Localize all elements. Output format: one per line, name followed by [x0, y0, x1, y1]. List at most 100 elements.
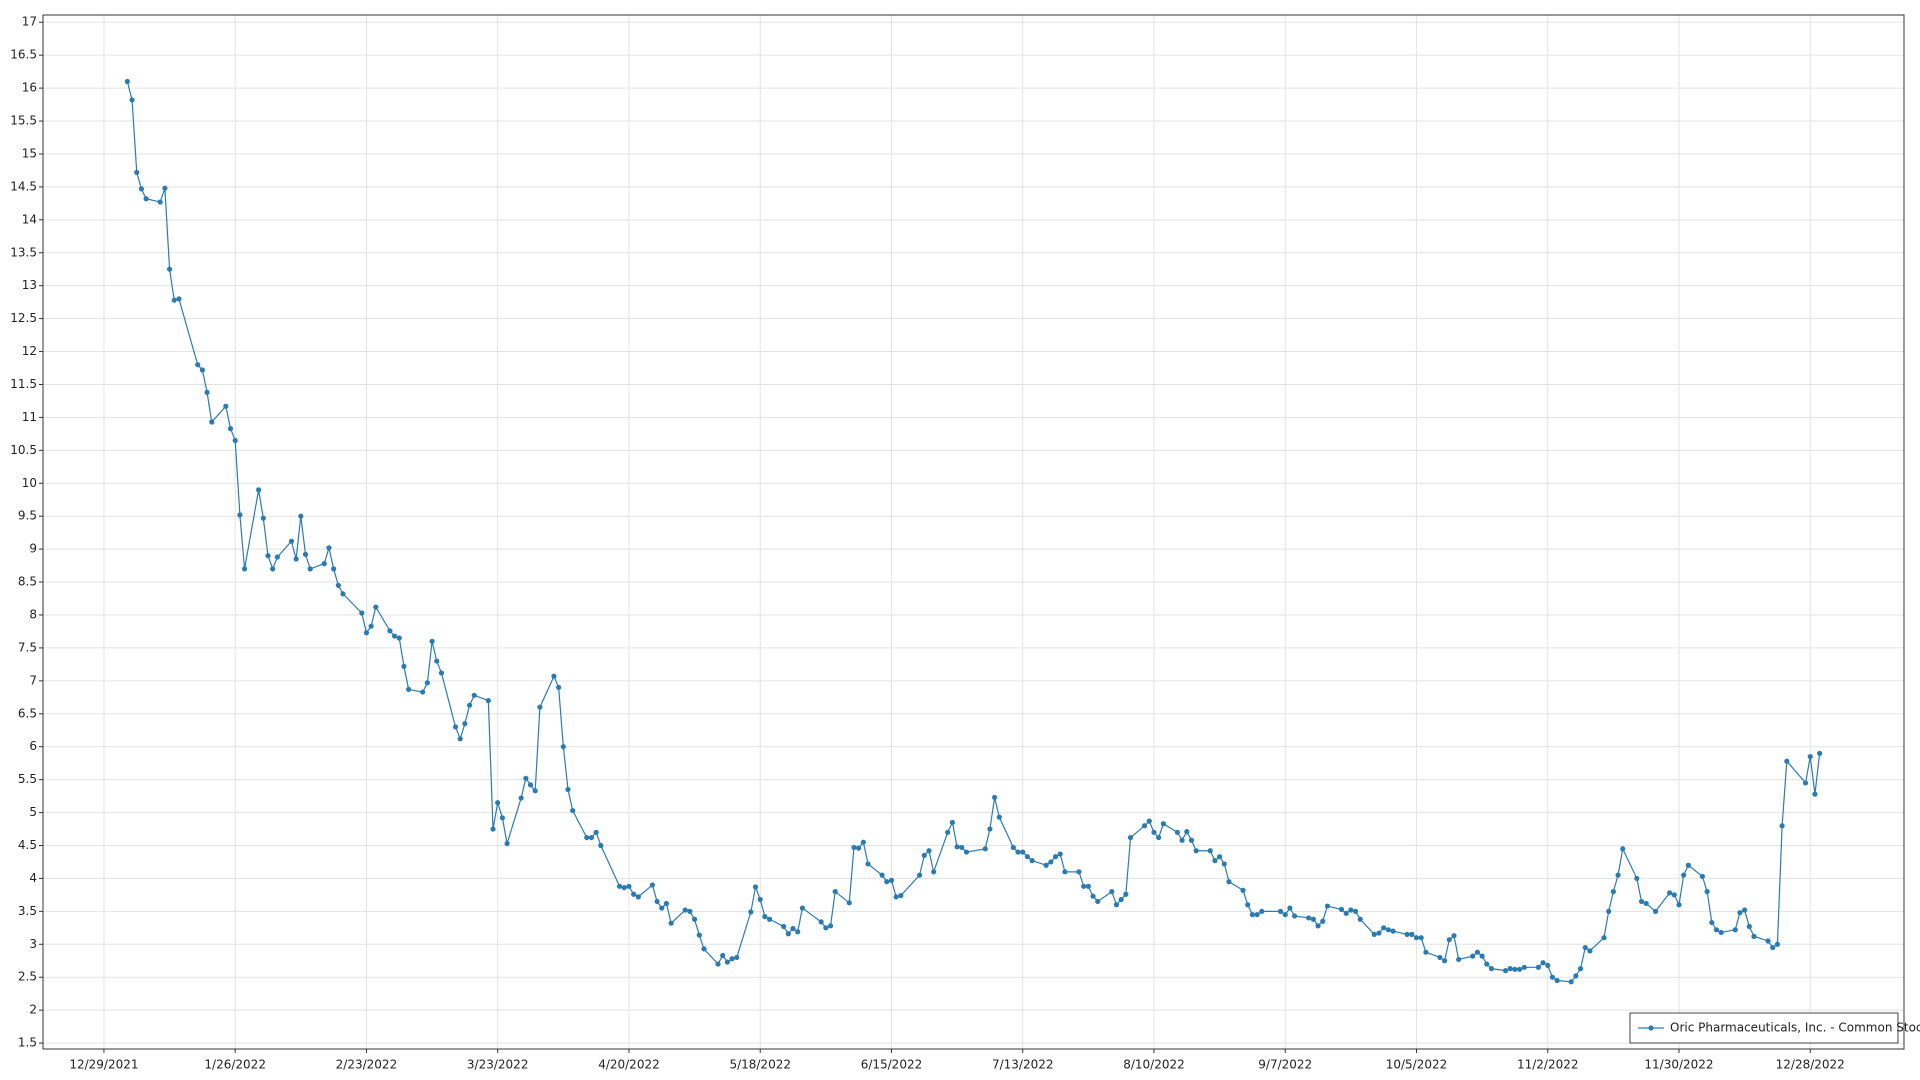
- data-point: [1306, 915, 1312, 921]
- data-point: [1737, 910, 1743, 916]
- y-tick-label: 2.5: [18, 970, 37, 984]
- data-point: [1254, 912, 1260, 918]
- data-point: [401, 663, 407, 669]
- data-point: [1371, 931, 1377, 938]
- data-point: [560, 744, 566, 750]
- data-point: [1807, 753, 1813, 760]
- data-point: [1282, 912, 1288, 918]
- data-point: [1610, 888, 1616, 895]
- data-point: [1404, 931, 1410, 938]
- data-point: [1718, 929, 1724, 936]
- data-point: [1207, 848, 1213, 854]
- data-point: [532, 788, 538, 794]
- data-point: [701, 946, 707, 952]
- y-tick-label: 12.5: [10, 311, 37, 325]
- data-point: [1418, 935, 1424, 941]
- data-point: [134, 169, 140, 176]
- data-point: [1174, 829, 1181, 835]
- data-point: [949, 819, 956, 826]
- data-point: [387, 628, 393, 634]
- data-point: [434, 658, 440, 664]
- data-point: [1109, 888, 1115, 895]
- data-point: [1221, 861, 1227, 867]
- data-point: [1277, 908, 1284, 914]
- data-point: [1812, 791, 1818, 797]
- data-point: [241, 566, 248, 572]
- data-point: [1746, 923, 1752, 930]
- data-point: [331, 566, 337, 572]
- data-point: [945, 829, 951, 835]
- data-point: [1287, 905, 1293, 911]
- plot-frame: [42, 14, 1905, 1050]
- data-point: [991, 794, 998, 801]
- data-point: [1446, 937, 1452, 943]
- y-tick-label: 7.5: [18, 640, 37, 654]
- data-point: [1352, 908, 1359, 914]
- data-point: [785, 931, 791, 937]
- data-point: [1545, 962, 1551, 968]
- y-tick-label: 2: [29, 1003, 37, 1017]
- data-point: [888, 877, 895, 883]
- x-tick-label: 10/5/2022: [1386, 1058, 1448, 1072]
- data-point: [790, 925, 796, 932]
- legend: Oric Pharmaceuticals, Inc. - Common Stoc…: [1629, 1012, 1920, 1044]
- data-point: [1587, 948, 1593, 954]
- data-point: [1310, 916, 1316, 922]
- data-point: [1095, 898, 1101, 905]
- data-point: [1681, 872, 1687, 878]
- data-point: [1043, 862, 1049, 868]
- y-tick-label: 11.5: [10, 377, 37, 391]
- data-point: [485, 698, 491, 704]
- x-tick-label: 11/2/2022: [1517, 1058, 1579, 1072]
- data-point: [1549, 974, 1556, 980]
- data-point: [1010, 844, 1016, 851]
- data-point: [527, 782, 534, 788]
- data-point: [1770, 944, 1776, 951]
- data-point: [818, 919, 824, 925]
- data-point: [1057, 851, 1063, 857]
- data-point: [1507, 966, 1513, 972]
- data-point: [1320, 918, 1326, 924]
- y-tick-label: 4: [29, 871, 37, 885]
- data-point: [396, 635, 402, 641]
- data-point: [1376, 930, 1382, 936]
- data-point: [1437, 954, 1443, 961]
- data-point: [129, 97, 135, 103]
- data-point: [1081, 883, 1087, 889]
- data-point: [570, 807, 576, 814]
- data-point: [274, 554, 280, 560]
- data-point: [1217, 854, 1223, 860]
- data-point: [166, 266, 173, 272]
- data-point: [199, 367, 205, 373]
- data-point: [1779, 823, 1785, 829]
- data-point: [1052, 854, 1059, 860]
- data-point: [626, 883, 632, 889]
- data-point: [1324, 903, 1331, 909]
- data-point: [654, 898, 660, 905]
- data-point: [846, 900, 852, 906]
- data-point: [621, 885, 627, 891]
- data-point: [1620, 846, 1626, 852]
- x-tick-label: 4/20/2022: [598, 1058, 660, 1072]
- data-point: [1573, 973, 1579, 979]
- data-point: [729, 956, 735, 962]
- x-tick-label: 2/23/2022: [336, 1058, 398, 1072]
- data-point: [752, 884, 759, 890]
- data-point: [1062, 869, 1068, 875]
- data-point: [1442, 958, 1448, 964]
- data-point: [256, 487, 262, 493]
- data-point: [865, 861, 871, 867]
- legend-box: [1629, 1012, 1899, 1044]
- data-point: [466, 702, 473, 708]
- y-tick-label: 15.5: [10, 114, 37, 128]
- data-point: [162, 185, 168, 191]
- data-point: [237, 512, 243, 518]
- data-point: [223, 403, 229, 409]
- data-point: [1742, 907, 1748, 913]
- data-point: [593, 829, 599, 835]
- data-point: [1676, 902, 1682, 908]
- data-point: [1090, 893, 1096, 899]
- data-point: [176, 296, 182, 302]
- data-point: [1535, 964, 1541, 970]
